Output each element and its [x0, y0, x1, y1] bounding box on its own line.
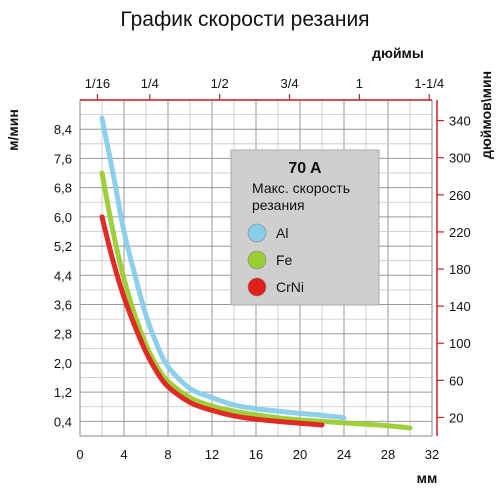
y-tick-label-left: 1,2 — [54, 385, 72, 400]
x-tick-label-top: 1/16 — [85, 76, 110, 91]
legend-title: 70 A — [288, 160, 322, 177]
x-tick-label-bottom: 32 — [425, 447, 439, 462]
legend-marker-crni — [247, 277, 267, 297]
x-tick-label-bottom: 28 — [381, 447, 395, 462]
x-tick-label-top: 1 — [356, 76, 363, 91]
legend-label-fe: Fe — [276, 252, 293, 268]
y-tick-label-left: 2,0 — [54, 356, 72, 371]
legend-marker-al — [247, 223, 267, 243]
x-tick-label-bottom: 8 — [164, 447, 171, 462]
y-tick-label-left: 5,2 — [54, 239, 72, 254]
legend-label-al: Al — [276, 225, 288, 241]
x-tick-label-top: 1/4 — [141, 76, 159, 91]
legend-items: Al Fe CrNi — [247, 223, 304, 297]
y-tick-label-left: 0,4 — [54, 414, 72, 429]
legend-box: 70 A Макс. скорость резания Al Fe CrNi — [230, 149, 380, 306]
y-tick-label-right: 220 — [449, 225, 471, 240]
x-tick-label-top: 1/2 — [211, 76, 229, 91]
x-tick-label-bottom: 0 — [76, 447, 83, 462]
series-lines — [99, 115, 413, 431]
legend-subtitle-line2: резания — [252, 197, 305, 213]
y-tick-label-left: 3,6 — [54, 298, 72, 313]
x-tick-label-bottom: 20 — [293, 447, 307, 462]
y-tick-label-left: 4,4 — [54, 268, 72, 283]
y-axis-right-label: дюймов\мин — [478, 71, 494, 159]
series-line-al — [99, 115, 347, 421]
x-tick-label-top: 3/4 — [281, 76, 299, 91]
legend-subtitle-line1: Макс. скорость — [252, 180, 350, 196]
y-tick-label-right: 20 — [449, 410, 463, 425]
y-tick-label-right: 180 — [449, 262, 471, 277]
y-tick-label-left: 2,8 — [54, 327, 72, 342]
y-tick-label-left: 6,0 — [54, 210, 72, 225]
y-tick-label-right: 100 — [449, 336, 471, 351]
y-axis-left-label: м/мин — [5, 109, 21, 151]
x-tick-label-bottom: 4 — [120, 447, 127, 462]
y-tick-label-left: 6,8 — [54, 181, 72, 196]
legend-label-crni: CrNi — [276, 279, 304, 295]
y-tick-label-right: 260 — [449, 188, 471, 203]
chart-title: График скорости резания — [120, 8, 369, 31]
y-tick-label-right: 140 — [449, 299, 471, 314]
series-line-fe — [99, 170, 413, 431]
x-axis-top-label: дюймы — [372, 45, 424, 61]
y-tick-label-right: 300 — [449, 151, 471, 166]
x-tick-label-bottom: 16 — [249, 447, 263, 462]
tick-labels: 0 4 8 12 16 20 24 28 32 1/16 1/4 1/2 3/4 1 1-1/4 0,4 1,2… — [54, 76, 471, 462]
y-tick-label-right: 340 — [449, 114, 471, 129]
y-tick-label-left: 7,6 — [54, 151, 72, 166]
series-line-crni — [99, 214, 325, 428]
x-tick-label-bottom: 24 — [337, 447, 351, 462]
y-tick-label-right: 60 — [449, 373, 463, 388]
y-tick-label-left: 8,4 — [54, 122, 72, 137]
x-tick-label-bottom: 12 — [205, 447, 219, 462]
x-axis-bottom-label: мм — [417, 470, 438, 486]
x-tick-label-top: 1-1/4 — [414, 76, 444, 91]
legend-marker-fe — [247, 250, 267, 270]
